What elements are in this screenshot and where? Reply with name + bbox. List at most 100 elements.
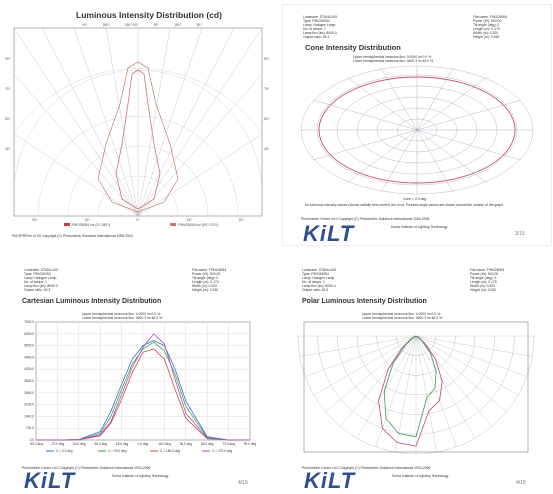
panel1-radial-lines [13, 27, 263, 217]
panel1-left-ticks: 90? 75? 60? 45? [5, 44, 10, 164]
polar-spoke [415, 335, 527, 377]
panel4-flux-lower: Lower hemispherical luminous flux: 4602.… [362, 316, 443, 320]
panel1-curve-c90 [97, 61, 179, 213]
cartesian-series-line [36, 333, 250, 441]
polar-spoke [356, 335, 417, 439]
panel1-right-tick: 90? [264, 57, 270, 61]
panel1-bottom-tick: 30? [238, 218, 244, 222]
panel1-top-tick: 90? [196, 23, 202, 27]
cartesian-x-tick-label: 72.0 deg [222, 442, 235, 446]
panel2-caption: Cone = 0.0 deg [403, 197, 427, 201]
panel2-flux-lower: Lower hemispherical luminous flux: 4602.… [353, 59, 434, 63]
cartesian-y-tick-label: 2100.0 [24, 403, 34, 407]
polar-chart [297, 321, 535, 455]
panel1-legend: F9K026054 lux (0?-180?) F9K026054 lux (9… [16, 223, 266, 227]
polar-series-curve [383, 335, 437, 438]
panel1-right-ticks: 90? 75? 60? 45? [264, 44, 269, 164]
panel1-left-tick: 60? [5, 117, 11, 121]
polar-grid [297, 335, 535, 455]
panel1-legend-item: F9K026054 lux (90?-270?) [170, 223, 218, 227]
panel1-bottom-tick: 15? [186, 218, 192, 222]
cartesian-y-tick-label: 5600.0 [24, 344, 34, 348]
panel1-curve-c0 [115, 69, 161, 210]
panel1-top-tick: 180? [102, 23, 110, 27]
panel2-company: Korea Institute of Lighting Technology [391, 225, 448, 229]
polar-spoke [299, 335, 417, 357]
panel1-diagram [13, 27, 263, 217]
panel2-note: All luminous intensity values (shown rad… [305, 203, 505, 207]
panel2-title: Cone Intensity Distribution [305, 43, 401, 52]
cartesian-y-tick-label: 700.0 [26, 426, 34, 430]
cartesian-legend-label: C = 0.0 deg [56, 449, 73, 453]
polar-spoke [305, 335, 417, 377]
polar-spoke [340, 335, 417, 427]
cartesian-x-tick-label: 90.0 deg [244, 442, 257, 446]
panel1-right-tick: 75? [264, 87, 270, 91]
polar-spoke [313, 335, 417, 396]
panel1-top-tick: 90? [82, 23, 88, 27]
panel3-company: Korea Institute of Lighting Technology [112, 474, 169, 478]
cartesian-x-tick-label: -36.0 deg [93, 442, 107, 446]
panel-polar: Luminaire: STANLUX5 Type: F9K026054 Lamp… [282, 256, 550, 492]
cartesian-x-tick-label: 36.0 deg [180, 442, 193, 446]
polar-spoke [415, 335, 507, 412]
panel1-bottom-ticks: 30? 15? 0? 15? 30? [32, 218, 244, 222]
cartesian-x-tick-label: -18.0 deg [115, 442, 129, 446]
panel1-legend-item: F9K026054 lux (0?-180?) [63, 223, 110, 227]
cartesian-y-tick-label: 3500.0 [24, 379, 34, 383]
panel4-flux-upper: Upper hemispherical luminous flux: 0.000… [362, 312, 441, 316]
panel1-top-ticks: 90? 180? 180? 90? 90? 180? 90? [82, 23, 202, 27]
panel1-top-tick: 90? [153, 23, 159, 27]
polar-spoke [415, 335, 519, 396]
cartesian-x-tick-label: 54.0 deg [201, 442, 214, 446]
polar-spoke [415, 335, 533, 357]
kilt-logo: KiLT [24, 468, 76, 492]
panel1-bottom-tick: 30? [32, 218, 38, 222]
cartesian-y-tick-label: 7000.0 [24, 320, 34, 324]
panel4-title: Polar Luminous Intensity Distribution [302, 298, 427, 305]
panel2-grid [300, 65, 534, 195]
cartesian-y-tick-label: 2800.0 [24, 391, 34, 395]
panel2-flux-upper: Upper hemispherical luminous flux: 0.000… [353, 55, 432, 59]
panel1-bottom-tick: 0? [136, 218, 140, 222]
panel2-page: 3/15 [515, 231, 525, 237]
polar-spoke [325, 335, 417, 412]
panel4-page: 4/15 [516, 480, 526, 486]
panel2-intensity-curve [318, 76, 516, 184]
kilt-logo: KiLT [303, 221, 355, 246]
polar-spoke [415, 335, 437, 453]
cartesian-x-tick-label: 18.0 deg [158, 442, 171, 446]
panel3-flux-lower: Lower hemispherical luminous flux: 4602.… [82, 316, 163, 320]
panel1-right-tick: 45? [264, 147, 270, 151]
polar-spoke [415, 335, 457, 447]
panel2-copyright: Photometric Centre v4.0 Copyright (C) Ph… [301, 217, 430, 221]
cartesian-x-tick-label: 0.0 deg [138, 442, 149, 446]
panel4-company: Korea Institute of Lighting Technology [392, 474, 449, 478]
panel1-title: Luminous Intensity Distribution (cd) [76, 10, 222, 20]
panel3-flux-upper: Upper hemispherical luminous flux: 0.000… [82, 312, 161, 316]
cartesian-x-tick-label: -90.0 deg [29, 442, 43, 446]
panel1-left-tick: 45? [5, 147, 11, 151]
panel-cartesian: Luminaire: STANLUX5 Type: F9K026054 Lamp… [2, 256, 276, 492]
cartesian-series-line [36, 340, 250, 441]
panel1-bottom-tick: 15? [84, 218, 90, 222]
panel-cone-intensity: Luminaire: STANLUX5 Type: F9K026054 Lamp… [282, 4, 552, 246]
panel1-footer: PM-SPRFine v2.00 Copyright (C) Photometr… [12, 234, 133, 238]
panel2-cone-chart [300, 65, 534, 195]
polar-spoke [395, 335, 417, 453]
cartesian-series-line [36, 341, 250, 441]
cartesian-y-tick-label: 4900.0 [24, 355, 34, 359]
cartesian-y-tick-label: 1400.0 [24, 414, 34, 418]
panel1-right-tick: 60? [264, 117, 270, 121]
cartesian-legend-label: C = 90.0 deg [108, 449, 127, 453]
panel1-top-tick: 180? [174, 23, 182, 27]
panel-luminous-intensity: Luminous Intensity Distribution (cd) [2, 4, 274, 244]
cartesian-legend-label: C = 180.0 deg [160, 449, 180, 453]
cartesian-chart: -90.0 deg -72.0 deg -54.0 deg -36.0 deg -18.… [24, 320, 257, 453]
polar-frame [303, 321, 529, 453]
cartesian-y-tick-label: 6300.0 [24, 332, 34, 336]
cartesian-y-tick-label: 0.0 [30, 438, 35, 442]
polar-spoke [415, 335, 476, 439]
panel1-left-tick: 75? [5, 87, 11, 91]
cartesian-x-tick-label: -54.0 deg [72, 442, 86, 446]
